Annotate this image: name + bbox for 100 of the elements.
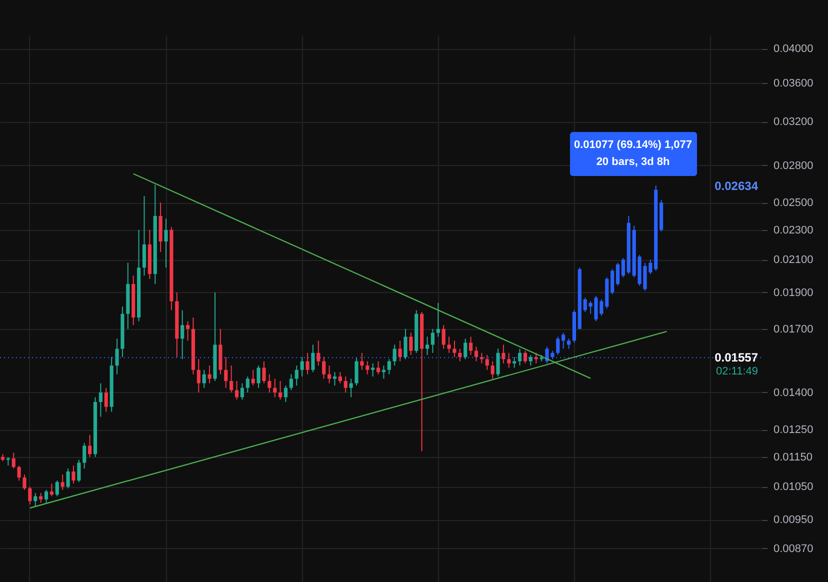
candlestick [240,382,244,400]
candlestick [496,348,500,378]
y-tick-label: 0.01050 [774,481,814,494]
candlestick [392,344,396,366]
candlestick [528,354,532,366]
candlestick [82,442,86,470]
candlestick [507,352,511,368]
candlestick [72,465,76,484]
candlestick [34,492,38,506]
candlestick [583,297,587,313]
candlestick [268,374,272,393]
candlestick [224,356,228,388]
candlestick [273,378,277,398]
candlestick [39,492,43,504]
candlestick [186,320,190,342]
annotation: 0.01077 (69.14%) 1,077 [574,139,692,151]
y-tick-label: 0.02800 [774,160,814,172]
candlestick [306,352,310,375]
candlestick [566,338,571,350]
y-tick-label: 0.00950 [774,514,814,526]
candlestick [322,356,326,380]
candlestick [311,344,315,373]
candlestick [458,348,462,362]
candlestick [442,324,446,350]
candlestick [344,376,348,393]
ref-line-label: 0.01557 [714,350,758,365]
candlestick [180,310,184,360]
candlestick [44,489,48,504]
candlestick [22,474,26,490]
candlestick [332,372,337,386]
candlestick [77,459,81,483]
candlestick [164,218,168,268]
candlestick [278,380,282,400]
candlestick [366,360,370,375]
candlestick [404,328,408,360]
candlestick [327,365,332,384]
annotation: 0.02634 [714,179,758,193]
candlestick [616,262,620,286]
candlestick [360,352,364,370]
candlestick [284,385,288,402]
candlestick [88,434,92,458]
y-tick-label: 0.01400 [774,387,814,399]
candlestick [398,340,402,362]
candlestick [256,365,260,388]
candlestick [50,483,54,497]
candlestick [17,465,21,482]
candlestick [371,362,375,378]
candlestick [556,336,560,356]
candlestick [490,360,494,380]
candlestick [464,338,468,360]
candlestick [610,268,614,295]
candlestick [447,336,451,354]
candlestick [474,346,478,362]
candlestick [562,332,566,350]
y-tick-label: 0.01150 [774,451,812,464]
candlestick [430,328,435,354]
candlestick [485,354,489,370]
y-tick-label: 0.02300 [774,224,814,236]
y-tick-label: 0.03600 [774,78,814,90]
candlestick [518,348,522,366]
candlestick [12,452,16,470]
candlestick [28,486,32,505]
candlestick [294,365,298,386]
candlestick [142,196,146,276]
candlestick [66,468,70,489]
y-tick-label: 0.03200 [774,116,814,128]
y-tick-label: 0.02100 [774,254,814,266]
candlestick [354,356,358,386]
candlestick [246,376,250,393]
candlestick [208,365,212,384]
candlestick [104,387,108,412]
y-tick-label: 0.01250 [774,424,814,436]
y-tick-label: 0.01700 [774,323,814,336]
candlestick [230,365,234,393]
candlestick [196,358,200,393]
annotation: 20 bars, 3d 8h [596,156,670,168]
candlestick [289,374,293,391]
y-tick-label: 0.01900 [774,286,814,299]
candlestick [452,340,456,358]
candlestick [387,358,391,375]
candlestick [115,338,119,375]
candlestick [502,344,506,364]
candlestick [60,474,64,490]
candlestick [621,258,626,278]
y-tick-label: 0.00870 [774,542,814,555]
candlestick [316,340,320,366]
y-tick-label: 0.02500 [774,197,814,210]
candlestick [349,378,353,398]
candlestick [98,382,102,418]
candlestick [202,369,206,388]
candlestick [512,356,516,368]
candlestick [469,336,473,356]
candlestick [234,380,239,400]
candlestick [436,302,440,338]
candlestick [523,350,528,364]
candlestick [262,360,266,384]
candlestick [409,332,413,356]
annotation: 02:11:49 [716,366,758,378]
candlestick [376,360,380,375]
candlestick [300,356,304,378]
